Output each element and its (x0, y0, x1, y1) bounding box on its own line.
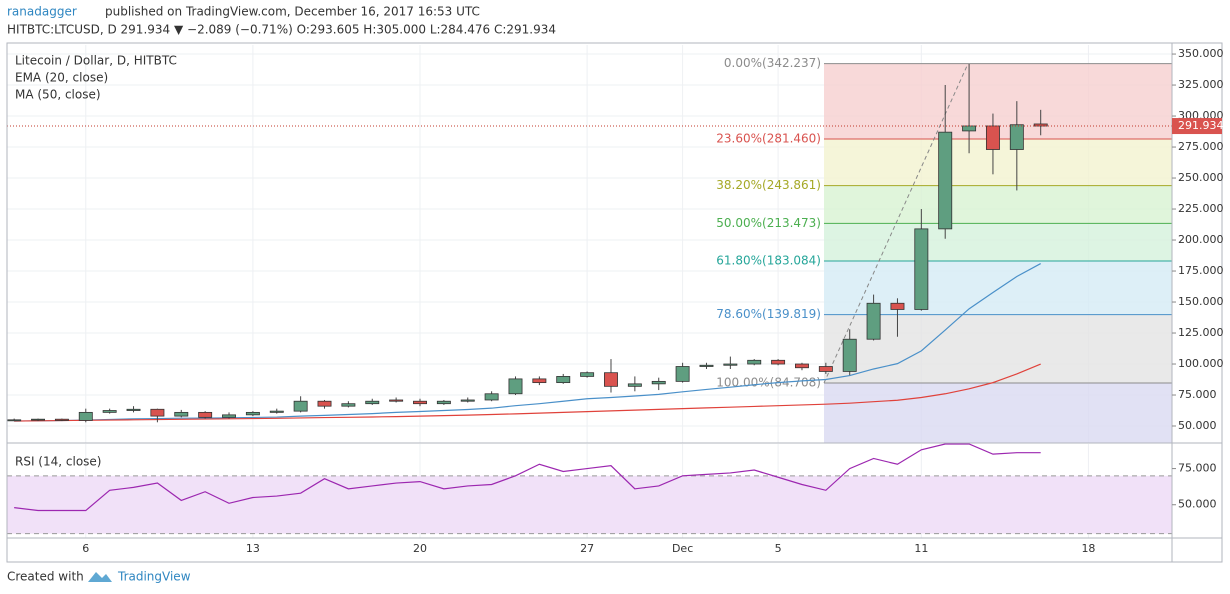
candle-body (317, 400, 332, 407)
price-pane: 0.00%(342.237) 23.60%(281.460) 38.20%(243.… (7, 45, 1172, 443)
candle-body (532, 378, 547, 384)
y-tick-label: 75.000 (1178, 388, 1217, 401)
candle-body (7, 419, 22, 422)
y-tick-label: 75.000 (1178, 462, 1217, 475)
candle-body (651, 380, 666, 385)
candle-body (1009, 124, 1024, 150)
candle-body (413, 400, 427, 405)
legend-ma: MA (50, close) (15, 88, 101, 102)
candle-body (556, 376, 571, 384)
logo (88, 572, 112, 582)
quote: HITBTC:LTCUSD, D 291.934 ▼ −2.089 (−0.71… (7, 23, 556, 37)
y-tick-label: 325.000 (1178, 78, 1224, 91)
y-tick-label: 200.000 (1178, 233, 1224, 246)
fib-zone (824, 185, 1172, 224)
fib-zone (824, 223, 1172, 262)
candle-body (102, 410, 117, 413)
candle-body (747, 359, 762, 365)
x-tick-label: 11 (914, 542, 928, 555)
y-tick-label: 50.000 (1178, 498, 1217, 511)
candle-body (604, 372, 618, 387)
candle-body (771, 359, 786, 365)
legend-rsi: RSI (14, close) (15, 455, 101, 469)
frame (6, 42, 1223, 563)
fib-label: 50.00%(213.473) (716, 216, 821, 230)
candle-body (962, 125, 977, 132)
candle-body (866, 302, 881, 340)
candle-body (245, 411, 260, 416)
candle-body (675, 366, 690, 382)
x-tick-label: Dec (672, 542, 693, 555)
candle-body (484, 393, 499, 401)
candle-body (198, 411, 213, 418)
y-tick-label: 150.000 (1178, 295, 1224, 308)
y-tick-label: 275.000 (1178, 140, 1224, 153)
candle-body (269, 410, 284, 413)
candle-body (580, 372, 595, 377)
y-tick-label: 350.000 (1178, 47, 1224, 60)
candle-body (78, 411, 93, 421)
y-tick-label: 125.000 (1178, 326, 1224, 339)
x-tick-label: 18 (1081, 542, 1095, 555)
x-tick-label: 13 (246, 542, 260, 555)
rsi-line (14, 443, 1041, 512)
candle-body (436, 400, 451, 405)
footer-brand[interactable]: TradingView (117, 570, 191, 584)
candle-body (795, 363, 809, 369)
rsi-band (7, 475, 1172, 534)
fib-zone (824, 314, 1172, 383)
candle-body (627, 383, 642, 387)
candle-body (699, 364, 714, 367)
x-tick-label: 5 (775, 542, 782, 555)
fib-zone (824, 382, 1172, 443)
y-tick-label: 250.000 (1178, 171, 1224, 184)
footer-created: Created with (7, 570, 84, 584)
candle-body (985, 125, 1000, 150)
y-tick-label: 175.000 (1178, 264, 1224, 277)
fib-trend (823, 63, 969, 384)
x-tick-label: 6 (82, 542, 89, 555)
fib-label: 78.60%(139.819) (716, 307, 821, 321)
legend-ema: EMA (20, close) (15, 71, 108, 85)
y-tick-label: 225.000 (1178, 202, 1224, 215)
candle-body (890, 302, 905, 310)
candle-body (914, 228, 929, 310)
ma-line (14, 263, 1041, 422)
candle-body (1033, 123, 1048, 127)
ma-line (14, 363, 1041, 422)
last-price-label: 291.934 (1178, 119, 1224, 132)
y-tick-label: 50.000 (1178, 419, 1217, 432)
candle-body (723, 363, 738, 366)
fib-label: 61.80%(183.084) (716, 254, 821, 268)
fib-label: 0.00%(342.237) (724, 56, 821, 70)
published: published on TradingView.com, December 1… (105, 5, 480, 19)
candle-body (222, 414, 236, 418)
candle-body (389, 399, 404, 402)
y-tick-label: 100.000 (1178, 357, 1224, 370)
fib-zone (824, 261, 1172, 315)
x-tick-label: 27 (580, 542, 594, 555)
fib-label: 23.60%(281.460) (716, 132, 821, 146)
candle-body (341, 403, 356, 407)
candle-body (150, 408, 165, 417)
candle-body (818, 366, 833, 372)
candle-body (54, 418, 69, 421)
candle-body (508, 378, 523, 395)
candle-body (174, 411, 189, 417)
candle-body (126, 408, 141, 411)
candle-body (938, 131, 953, 230)
last-price-box (1172, 118, 1222, 135)
fib-label: 38.20%(243.861) (716, 178, 821, 192)
x-tick-label: 20 (413, 542, 427, 555)
rsi-pane (7, 443, 1172, 538)
legend-symbol: Litecoin / Dollar, D, HITBTC (15, 54, 177, 68)
author[interactable]: ranadagger (7, 5, 77, 19)
candle-body (31, 418, 45, 421)
candle-body (460, 399, 475, 402)
candle-body (842, 338, 857, 372)
candle-body (365, 400, 380, 405)
candle-body (293, 400, 308, 412)
